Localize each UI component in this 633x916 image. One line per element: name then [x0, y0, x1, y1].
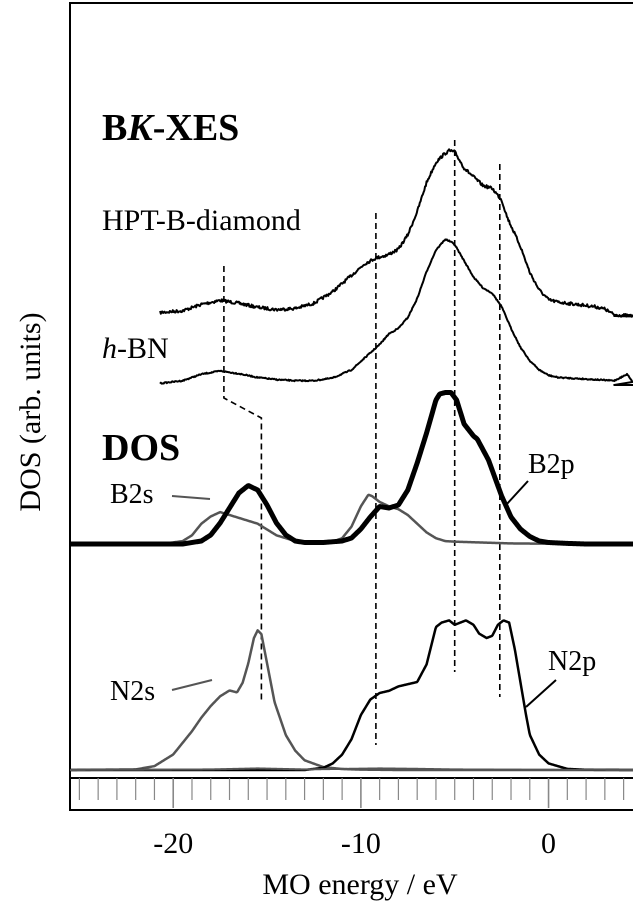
trace-hpt-b-diamond [159, 148, 633, 318]
xes-section-title: BK-XES [102, 107, 239, 149]
y-axis-title: DOS (arb. units) [14, 312, 47, 511]
b2p-leader-line [505, 480, 529, 506]
x-axis-ticks [78, 778, 625, 808]
x-axis-title: MO energy / eV [262, 868, 458, 901]
x-tick-label: -20 [153, 827, 193, 860]
trace-h-bn [159, 238, 633, 386]
plot-frame [69, 2, 633, 811]
hpt-b-diamond-label: HPT-B-diamond [102, 204, 301, 237]
x-tick-label: 0 [541, 827, 556, 860]
n2p-label: N2p [548, 646, 596, 677]
n2s-label: N2s [110, 676, 155, 707]
b2s-leader-line [171, 495, 211, 500]
x-axis-tick-labels: -20 -10 0 [153, 827, 556, 860]
guide-b2s [223, 266, 263, 702]
n2p-leader-line [525, 679, 557, 708]
h-bn-label: h-BN [102, 332, 169, 365]
dos-section-title: DOS [102, 427, 180, 469]
guide-lines [223, 140, 501, 745]
b2p-label: B2p [528, 449, 575, 480]
spectra-traces [68, 148, 633, 772]
b2s-label: B2s [110, 479, 154, 510]
trace-b2p [68, 390, 633, 547]
x-tick-label: -10 [341, 827, 381, 860]
trace-total-baseline [69, 767, 633, 771]
n2s-leader-line [171, 679, 213, 691]
